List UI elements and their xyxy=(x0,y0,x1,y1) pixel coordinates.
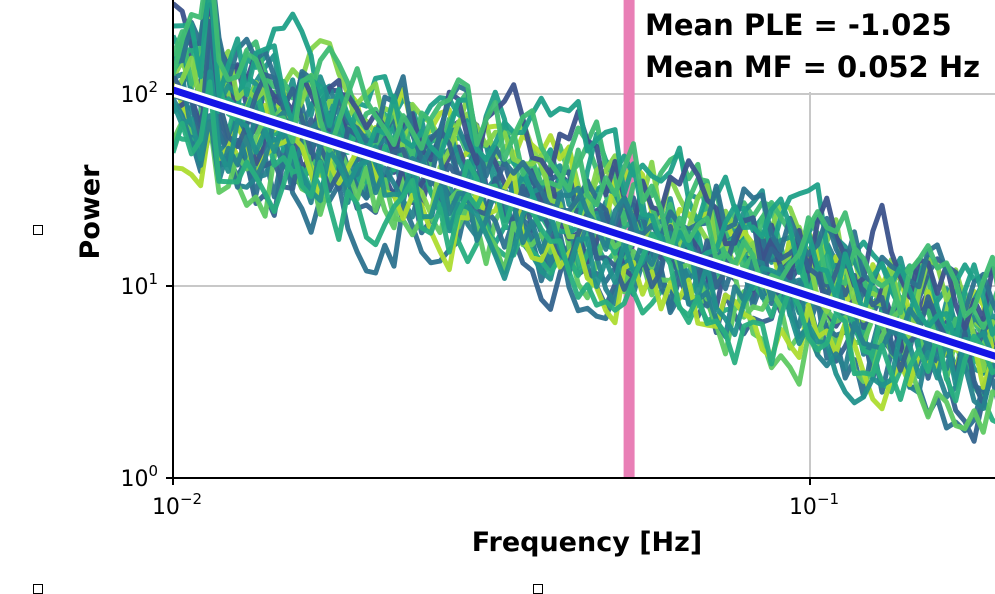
annotation-box xyxy=(636,0,995,92)
annotation-background xyxy=(636,0,995,92)
x-tick-label: 10−1 xyxy=(789,490,839,520)
power-law-fit xyxy=(173,83,995,363)
spectrum-line xyxy=(173,79,995,404)
spectrum-line xyxy=(173,0,995,319)
spectrum-line xyxy=(173,11,995,340)
spectra-series xyxy=(173,0,995,444)
axes xyxy=(172,0,995,479)
marker-bottom-mid xyxy=(533,584,543,594)
marker-left xyxy=(33,225,43,235)
y-axis-title: Power xyxy=(75,164,106,260)
fit-line xyxy=(173,86,995,360)
y-tick-label: 100 xyxy=(120,462,158,492)
marker-bottom-left xyxy=(33,584,43,594)
annotation-ple: Mean PLE = -1.025 xyxy=(645,8,952,42)
spectrum-line xyxy=(173,97,995,411)
tick-labels: 100 101 102 10−2 10−1 xyxy=(120,78,839,520)
y-tick-label: 102 xyxy=(120,78,158,108)
y-tick-label: 101 xyxy=(120,270,158,300)
annotation-mf: Mean MF = 0.052 Hz xyxy=(645,50,980,84)
x-tick-label: 10−2 xyxy=(152,490,202,520)
x-axis-title: Frequency [Hz] xyxy=(472,527,702,558)
